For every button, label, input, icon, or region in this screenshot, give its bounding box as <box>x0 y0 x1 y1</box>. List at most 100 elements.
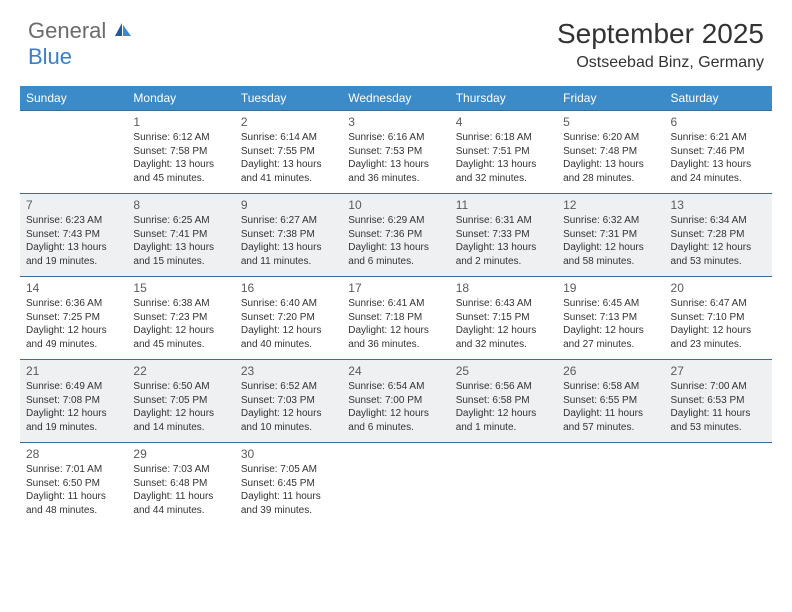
day-number: 15 <box>133 281 228 295</box>
day-detail-line: Sunset: 7:00 PM <box>348 394 443 408</box>
day-detail-line: Sunrise: 6:25 AM <box>133 214 228 228</box>
day-detail-line: Daylight: 13 hours and 41 minutes. <box>241 158 336 185</box>
day-detail-line: Sunset: 7:36 PM <box>348 228 443 242</box>
day-detail-line: Sunset: 6:58 PM <box>456 394 551 408</box>
day-detail-line: Daylight: 12 hours and 45 minutes. <box>133 324 228 351</box>
day-detail-line: Sunrise: 6:41 AM <box>348 297 443 311</box>
day-detail-line: Daylight: 12 hours and 6 minutes. <box>348 407 443 434</box>
day-detail-line: Daylight: 13 hours and 28 minutes. <box>563 158 658 185</box>
day-number: 16 <box>241 281 336 295</box>
day-number: 25 <box>456 364 551 378</box>
day-detail-line: Sunset: 7:08 PM <box>26 394 121 408</box>
day-detail-line: Sunset: 6:48 PM <box>133 477 228 491</box>
day-cell: 8Sunrise: 6:25 AMSunset: 7:41 PMDaylight… <box>127 194 234 277</box>
day-detail-line: Daylight: 12 hours and 49 minutes. <box>26 324 121 351</box>
day-detail-line: Sunrise: 6:36 AM <box>26 297 121 311</box>
day-number: 21 <box>26 364 121 378</box>
location-text: Ostseebad Binz, Germany <box>557 54 764 72</box>
sail-icon <box>114 18 132 44</box>
day-detail-line: Daylight: 12 hours and 23 minutes. <box>671 324 766 351</box>
day-number: 2 <box>241 115 336 129</box>
day-detail-line: Daylight: 13 hours and 32 minutes. <box>456 158 551 185</box>
day-detail-line: Daylight: 12 hours and 32 minutes. <box>456 324 551 351</box>
day-detail-line: Sunset: 7:41 PM <box>133 228 228 242</box>
day-name-cell: Thursday <box>450 86 557 111</box>
day-number: 20 <box>671 281 766 295</box>
day-detail-line: Daylight: 12 hours and 19 minutes. <box>26 407 121 434</box>
day-detail-line: Daylight: 13 hours and 19 minutes. <box>26 241 121 268</box>
day-detail-line: Daylight: 13 hours and 45 minutes. <box>133 158 228 185</box>
day-name-cell: Friday <box>557 86 664 111</box>
day-names-row: SundayMondayTuesdayWednesdayThursdayFrid… <box>20 86 772 111</box>
day-detail-line: Sunset: 7:51 PM <box>456 145 551 159</box>
day-detail-line: Sunset: 7:28 PM <box>671 228 766 242</box>
day-detail-line: Sunset: 7:58 PM <box>133 145 228 159</box>
day-detail-line: Daylight: 12 hours and 40 minutes. <box>241 324 336 351</box>
day-cell: 30Sunrise: 7:05 AMSunset: 6:45 PMDayligh… <box>235 443 342 526</box>
day-name-cell: Wednesday <box>342 86 449 111</box>
day-cell: 10Sunrise: 6:29 AMSunset: 7:36 PMDayligh… <box>342 194 449 277</box>
day-cell: 29Sunrise: 7:03 AMSunset: 6:48 PMDayligh… <box>127 443 234 526</box>
day-detail-line: Daylight: 13 hours and 15 minutes. <box>133 241 228 268</box>
day-number: 26 <box>563 364 658 378</box>
day-detail-line: Sunrise: 7:03 AM <box>133 463 228 477</box>
day-detail-line: Daylight: 13 hours and 2 minutes. <box>456 241 551 268</box>
day-cell: 18Sunrise: 6:43 AMSunset: 7:15 PMDayligh… <box>450 277 557 360</box>
day-cell: 22Sunrise: 6:50 AMSunset: 7:05 PMDayligh… <box>127 360 234 443</box>
day-detail-line: Daylight: 11 hours and 53 minutes. <box>671 407 766 434</box>
day-detail-line: Daylight: 12 hours and 1 minute. <box>456 407 551 434</box>
day-cell: 14Sunrise: 6:36 AMSunset: 7:25 PMDayligh… <box>20 277 127 360</box>
day-detail-line: Sunrise: 6:23 AM <box>26 214 121 228</box>
week-row: 21Sunrise: 6:49 AMSunset: 7:08 PMDayligh… <box>20 360 772 443</box>
day-detail-line: Sunrise: 6:16 AM <box>348 131 443 145</box>
day-detail-line: Daylight: 11 hours and 39 minutes. <box>241 490 336 517</box>
day-cell: 12Sunrise: 6:32 AMSunset: 7:31 PMDayligh… <box>557 194 664 277</box>
day-detail-line: Sunrise: 6:52 AM <box>241 380 336 394</box>
day-name-cell: Saturday <box>665 86 772 111</box>
day-detail-line: Sunrise: 6:38 AM <box>133 297 228 311</box>
day-detail-line: Sunrise: 6:31 AM <box>456 214 551 228</box>
day-number: 3 <box>348 115 443 129</box>
logo-blue-text: Blue <box>28 44 72 69</box>
day-detail-line: Sunrise: 6:20 AM <box>563 131 658 145</box>
day-detail-line: Daylight: 13 hours and 11 minutes. <box>241 241 336 268</box>
day-number: 5 <box>563 115 658 129</box>
day-detail-line: Sunset: 7:25 PM <box>26 311 121 325</box>
day-name-cell: Sunday <box>20 86 127 111</box>
day-detail-line: Sunset: 7:55 PM <box>241 145 336 159</box>
day-number: 12 <box>563 198 658 212</box>
day-name-cell: Monday <box>127 86 234 111</box>
day-detail-line: Daylight: 11 hours and 48 minutes. <box>26 490 121 517</box>
day-detail-line: Sunrise: 6:56 AM <box>456 380 551 394</box>
day-detail-line: Sunset: 6:45 PM <box>241 477 336 491</box>
day-detail-line: Sunset: 7:31 PM <box>563 228 658 242</box>
day-cell: 2Sunrise: 6:14 AMSunset: 7:55 PMDaylight… <box>235 111 342 194</box>
day-cell <box>450 443 557 526</box>
day-detail-line: Sunrise: 6:12 AM <box>133 131 228 145</box>
day-cell: 1Sunrise: 6:12 AMSunset: 7:58 PMDaylight… <box>127 111 234 194</box>
day-detail-line: Sunset: 7:03 PM <box>241 394 336 408</box>
day-cell: 6Sunrise: 6:21 AMSunset: 7:46 PMDaylight… <box>665 111 772 194</box>
day-detail-line: Sunrise: 6:40 AM <box>241 297 336 311</box>
day-cell: 13Sunrise: 6:34 AMSunset: 7:28 PMDayligh… <box>665 194 772 277</box>
day-detail-line: Sunrise: 6:18 AM <box>456 131 551 145</box>
day-detail-line: Sunset: 6:53 PM <box>671 394 766 408</box>
day-number: 24 <box>348 364 443 378</box>
day-number: 4 <box>456 115 551 129</box>
day-detail-line: Sunset: 7:23 PM <box>133 311 228 325</box>
day-number: 18 <box>456 281 551 295</box>
day-detail-line: Sunset: 7:48 PM <box>563 145 658 159</box>
day-detail-line: Sunset: 7:43 PM <box>26 228 121 242</box>
day-number: 9 <box>241 198 336 212</box>
day-number: 28 <box>26 447 121 461</box>
day-detail-line: Sunrise: 6:21 AM <box>671 131 766 145</box>
day-cell: 20Sunrise: 6:47 AMSunset: 7:10 PMDayligh… <box>665 277 772 360</box>
day-number: 11 <box>456 198 551 212</box>
day-cell: 21Sunrise: 6:49 AMSunset: 7:08 PMDayligh… <box>20 360 127 443</box>
day-detail-line: Sunrise: 7:01 AM <box>26 463 121 477</box>
day-cell: 7Sunrise: 6:23 AMSunset: 7:43 PMDaylight… <box>20 194 127 277</box>
day-cell <box>20 111 127 194</box>
day-cell: 28Sunrise: 7:01 AMSunset: 6:50 PMDayligh… <box>20 443 127 526</box>
day-cell: 19Sunrise: 6:45 AMSunset: 7:13 PMDayligh… <box>557 277 664 360</box>
day-detail-line: Sunrise: 6:50 AM <box>133 380 228 394</box>
